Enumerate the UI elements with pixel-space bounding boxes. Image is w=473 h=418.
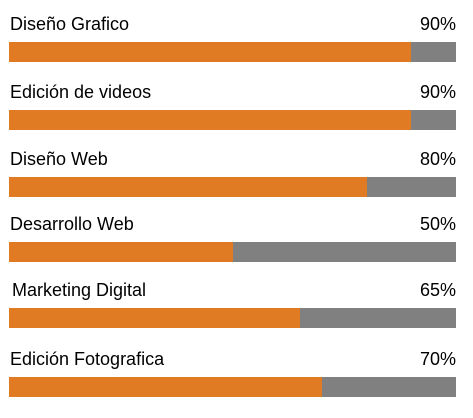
progress-bar-track: [9, 242, 456, 262]
skill-percent: 90%: [419, 82, 456, 102]
progress-bar-track: [9, 177, 456, 197]
progress-bar-fill: [9, 308, 300, 328]
skill-diseno-web: Diseño Web 80%: [9, 148, 456, 198]
progress-bar-track: [9, 308, 456, 328]
progress-bar-track: [9, 42, 456, 62]
progress-bar-fill: [9, 42, 412, 62]
skill-desarrollo-web: Desarrollo Web 50%: [9, 213, 456, 263]
progress-bar-fill: [9, 377, 322, 397]
progress-bar-fill: [9, 110, 412, 130]
skill-percent: 65%: [419, 280, 456, 300]
skill-marketing-digital: Marketing Digital 65%: [9, 279, 456, 329]
skill-label: Edición Fotografica: [10, 349, 165, 369]
skill-percent: 90%: [419, 14, 456, 34]
progress-bar-fill: [9, 177, 367, 197]
skill-percent: 50%: [419, 214, 456, 234]
skill-edicion-fotografica: Edición Fotografica 70%: [9, 348, 456, 398]
progress-bar-fill: [9, 242, 233, 262]
skill-label: Desarrollo Web: [10, 214, 134, 234]
skill-diseno-grafico: Diseño Grafico 90%: [9, 13, 456, 63]
skill-label: Diseño Web: [10, 149, 108, 169]
skill-percent: 80%: [419, 149, 456, 169]
skill-edicion-de-videos: Edición de videos 90%: [9, 81, 456, 131]
progress-bar-track: [9, 377, 456, 397]
skill-label: Edición de videos: [10, 82, 152, 102]
skill-label: Diseño Grafico: [10, 14, 130, 34]
progress-bar-track: [9, 110, 456, 130]
skill-label: Marketing Digital: [12, 280, 147, 300]
skill-percent: 70%: [419, 349, 456, 369]
